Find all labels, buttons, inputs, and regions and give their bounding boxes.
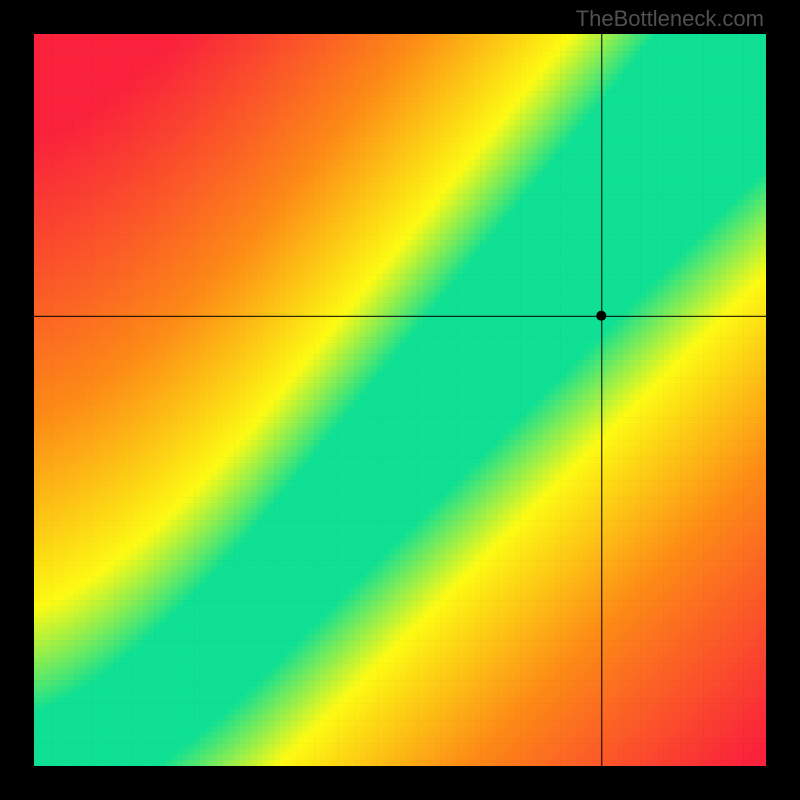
bottleneck-heatmap xyxy=(34,34,766,766)
chart-container: TheBottleneck.com xyxy=(0,0,800,800)
watermark-text: TheBottleneck.com xyxy=(576,6,764,32)
